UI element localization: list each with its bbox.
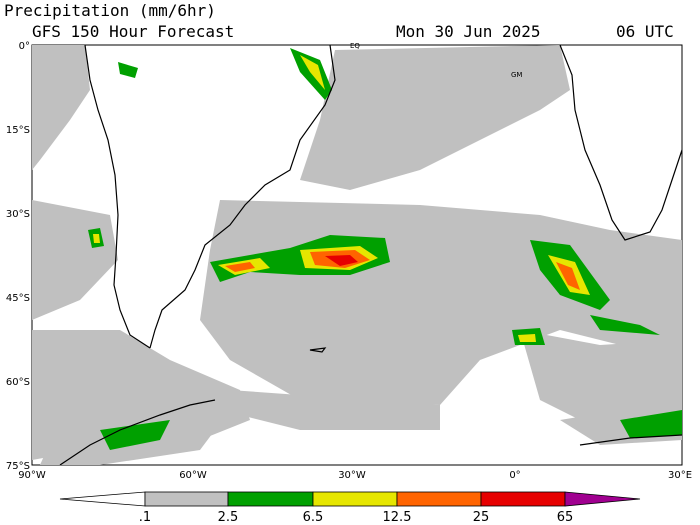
place-label: GM bbox=[511, 71, 522, 79]
colorbar-shape bbox=[227, 491, 314, 507]
precip-heavy-shape bbox=[518, 334, 536, 342]
lat-label: 0° bbox=[19, 41, 30, 52]
coastlines-shape bbox=[309, 347, 327, 353]
lat-label: 30°S bbox=[6, 209, 30, 220]
subtitle: GFS 150 Hour Forecast bbox=[32, 22, 234, 41]
colorbar-shape bbox=[144, 491, 229, 507]
colorbar-shape bbox=[396, 491, 482, 507]
colorbar-labels: .1 2.5 6.5 12.5 25 65 bbox=[139, 510, 573, 525]
precip-heavy-shape bbox=[556, 262, 580, 290]
colorbar bbox=[59, 491, 641, 507]
precip-light-shape bbox=[32, 45, 90, 170]
precip-heavy-shape bbox=[620, 410, 682, 438]
precip-light-shape bbox=[520, 330, 682, 430]
precip-light-shape bbox=[300, 45, 570, 190]
time: 06 UTC bbox=[616, 22, 674, 41]
precip-heavy bbox=[88, 48, 682, 450]
precip-heavy-shape bbox=[225, 262, 255, 272]
coastlines bbox=[59, 44, 683, 466]
coastlines-shape bbox=[149, 44, 336, 349]
precip-heavy-shape bbox=[100, 420, 170, 450]
lat-label: 45°S bbox=[6, 293, 30, 304]
precip-light-shape bbox=[230, 390, 440, 430]
lon-labels: 90°W 60°W 30°W 0° 30°E bbox=[18, 470, 692, 481]
date: Mon 30 Jun 2025 bbox=[396, 22, 541, 41]
precip-heavy-shape bbox=[93, 234, 100, 243]
colorbar-label: 25 bbox=[473, 510, 490, 525]
coastlines-shape bbox=[559, 44, 683, 241]
precip-heavy-shape bbox=[590, 315, 660, 335]
lon-label: 30°E bbox=[668, 470, 692, 481]
precip-heavy-shape bbox=[290, 48, 332, 100]
lat-label: 15°S bbox=[6, 125, 30, 136]
colorbar-shape bbox=[59, 491, 146, 507]
colorbar-label: .1 bbox=[139, 510, 151, 525]
lat-labels: 0° 15°S 30°S 45°S 60°S 75°S bbox=[6, 41, 30, 472]
lat-label: 60°S bbox=[6, 377, 30, 388]
lon-label: 30°W bbox=[338, 470, 366, 481]
title: Precipitation (mm/6hr) bbox=[4, 1, 216, 20]
map: EQ GM bbox=[31, 42, 683, 466]
lon-label: 0° bbox=[509, 470, 520, 481]
coastlines-shape bbox=[579, 434, 683, 446]
lat-label: 75°S bbox=[6, 461, 30, 472]
colorbar-label: 12.5 bbox=[383, 510, 412, 525]
colorbar-shape bbox=[564, 491, 641, 507]
colorbar-shape bbox=[312, 491, 398, 507]
precip-heavy-shape bbox=[300, 55, 325, 90]
colorbar-shape bbox=[480, 491, 566, 507]
lon-label: 90°W bbox=[18, 470, 46, 481]
colorbar-label: 2.5 bbox=[218, 510, 239, 525]
colorbar-label: 65 bbox=[557, 510, 574, 525]
place-label: EQ bbox=[350, 42, 360, 50]
coastlines-shape bbox=[59, 399, 216, 466]
precip-heavy-shape bbox=[118, 62, 138, 78]
colorbar-label: 6.5 bbox=[303, 510, 324, 525]
lon-label: 60°W bbox=[179, 470, 207, 481]
coastlines-shape bbox=[84, 44, 151, 349]
precip-heavy-shape bbox=[325, 255, 358, 266]
